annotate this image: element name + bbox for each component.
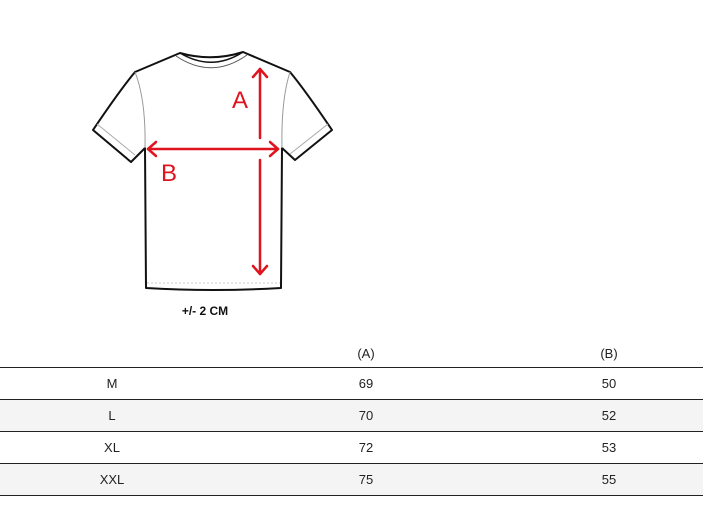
tshirt-diagram: A B [92,51,333,291]
label-a: A [232,87,248,114]
a-cell: 72 [358,440,374,455]
size-cell: M [106,376,118,391]
a-cell: 70 [358,408,374,423]
size-cell: XL [104,440,120,455]
header-a: (A) [357,346,375,361]
measurement-arrows [146,67,280,276]
b-cell: 50 [601,376,617,391]
table-row: M 69 50 [0,368,703,400]
table-header: (A) (B) [0,340,703,368]
b-cell: 53 [601,440,617,455]
table-row: XXL 75 55 [0,464,703,496]
size-cell: XXL [99,472,125,487]
a-cell: 75 [358,472,374,487]
header-b: (B) [600,346,618,361]
a-cell: 69 [358,376,374,391]
size-table: (A) (B) M 69 50 L 70 52 XL 72 53 XXL 75 … [0,340,703,496]
table-row: L 70 52 [0,400,703,432]
label-b: B [161,160,177,187]
b-cell: 52 [601,408,617,423]
tshirt-outline [92,51,333,291]
table-row: XL 72 53 [0,432,703,464]
size-cell: L [108,408,116,423]
tolerance-note: +/- 2 CM [181,304,229,318]
b-cell: 55 [601,472,617,487]
